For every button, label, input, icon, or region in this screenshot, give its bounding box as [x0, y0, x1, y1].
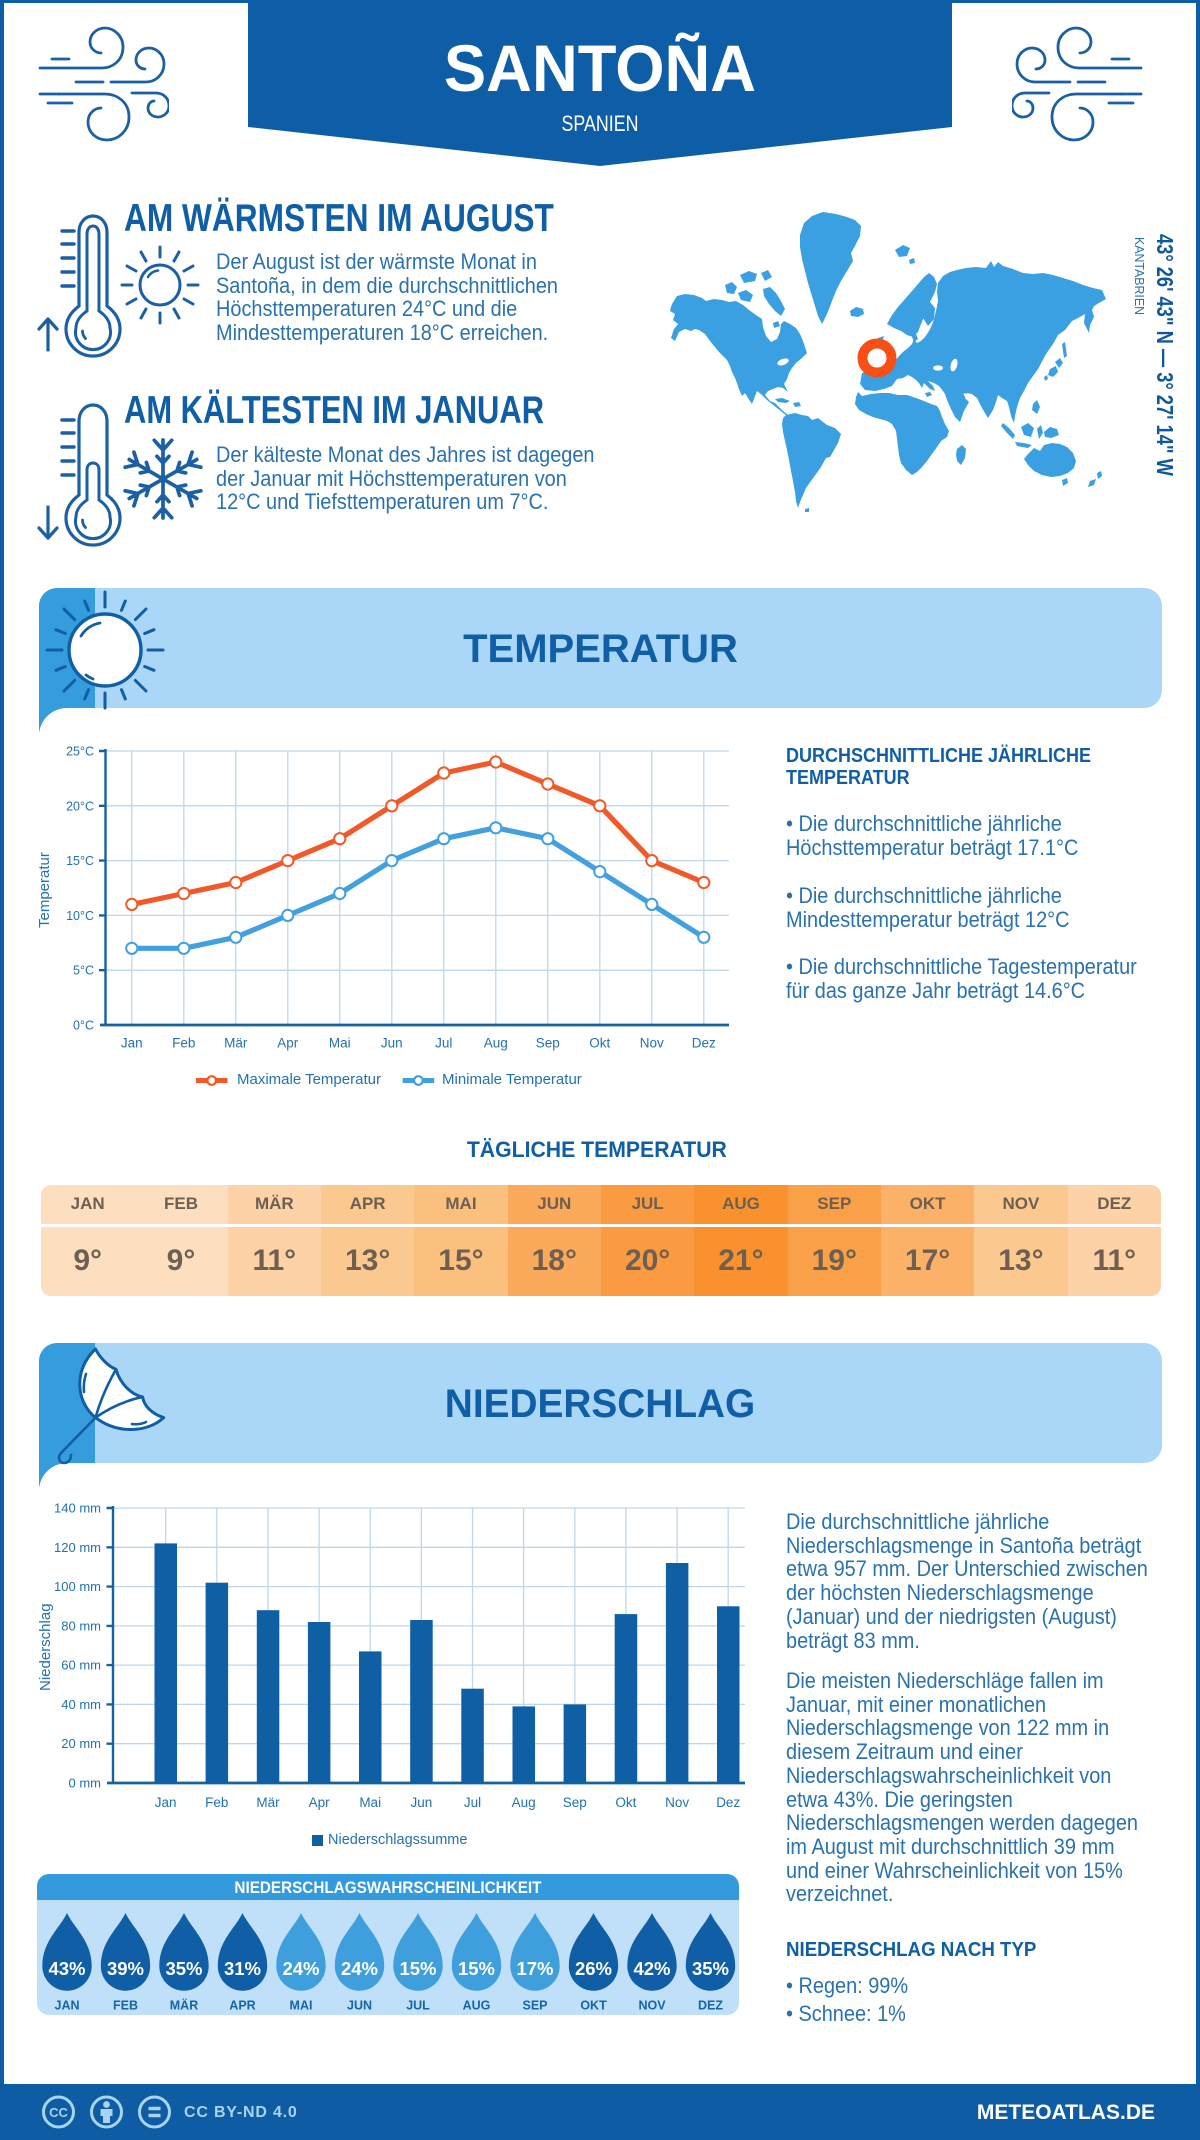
svg-text:FEB: FEB: [113, 1999, 138, 2013]
svg-text:24%: 24%: [282, 1958, 319, 1979]
svg-text:43%: 43%: [48, 1958, 85, 1979]
svg-text:Apr: Apr: [277, 1036, 299, 1051]
svg-text:MAI: MAI: [290, 1999, 313, 2013]
svg-text:Dez: Dez: [716, 1795, 740, 1810]
svg-text:AUG: AUG: [463, 1999, 491, 2013]
svg-text:Feb: Feb: [172, 1036, 195, 1051]
svg-text:JUN: JUN: [347, 1999, 372, 2013]
svg-text:15%: 15%: [458, 1958, 495, 1979]
svg-text:35%: 35%: [692, 1958, 729, 1979]
svg-text:20 mm: 20 mm: [61, 1736, 101, 1751]
svg-text:39%: 39%: [107, 1958, 144, 1979]
svg-text:JAN: JAN: [54, 1999, 79, 2013]
svg-text:Apr: Apr: [309, 1795, 331, 1810]
svg-text:17%: 17%: [516, 1958, 553, 1979]
svg-text:80 mm: 80 mm: [61, 1618, 101, 1633]
svg-text:20°C: 20°C: [66, 799, 94, 813]
svg-text:35%: 35%: [165, 1958, 202, 1979]
svg-text:Jun: Jun: [411, 1795, 433, 1810]
svg-text:24%: 24%: [341, 1958, 378, 1979]
svg-text:MÄR: MÄR: [170, 1998, 198, 2013]
svg-text:Dez: Dez: [692, 1036, 716, 1051]
svg-text:25°C: 25°C: [66, 745, 94, 759]
svg-text:0 mm: 0 mm: [69, 1776, 102, 1791]
svg-text:Jul: Jul: [435, 1036, 452, 1051]
svg-text:60 mm: 60 mm: [61, 1658, 101, 1673]
svg-text:Jan: Jan: [121, 1036, 143, 1051]
svg-text:Sep: Sep: [563, 1795, 587, 1810]
svg-text:140 mm: 140 mm: [54, 1501, 101, 1516]
svg-text:40 mm: 40 mm: [61, 1697, 101, 1712]
svg-text:120 mm: 120 mm: [54, 1540, 101, 1555]
svg-text:Nov: Nov: [640, 1036, 664, 1051]
svg-text:42%: 42%: [633, 1958, 670, 1979]
svg-text:31%: 31%: [224, 1958, 261, 1979]
svg-text:15%: 15%: [399, 1958, 436, 1979]
svg-text:Aug: Aug: [512, 1795, 536, 1810]
svg-text:5°C: 5°C: [73, 964, 94, 978]
svg-text:DEZ: DEZ: [698, 1999, 723, 2013]
svg-text:APR: APR: [229, 1999, 255, 2013]
svg-text:Okt: Okt: [615, 1795, 636, 1810]
svg-text:26%: 26%: [575, 1958, 612, 1979]
svg-text:Sep: Sep: [536, 1036, 560, 1051]
svg-text:Jul: Jul: [464, 1795, 481, 1810]
svg-text:Feb: Feb: [205, 1795, 228, 1810]
svg-text:Mär: Mär: [256, 1795, 280, 1810]
svg-text:Mai: Mai: [329, 1036, 351, 1051]
svg-text:100 mm: 100 mm: [54, 1579, 101, 1594]
svg-text:Aug: Aug: [484, 1036, 508, 1051]
svg-text:SEP: SEP: [522, 1999, 547, 2013]
svg-text:Jun: Jun: [381, 1036, 403, 1051]
svg-text:Jan: Jan: [155, 1795, 177, 1810]
svg-text:NOV: NOV: [638, 1999, 666, 2013]
svg-text:10°C: 10°C: [66, 909, 94, 923]
svg-text:15°C: 15°C: [66, 854, 94, 868]
svg-text:CC: CC: [49, 2105, 68, 2120]
svg-text:Okt: Okt: [589, 1036, 610, 1051]
svg-text:OKT: OKT: [580, 1999, 607, 2013]
svg-text:Mär: Mär: [224, 1036, 248, 1051]
svg-text:Nov: Nov: [665, 1795, 689, 1810]
svg-text:Mai: Mai: [359, 1795, 381, 1810]
svg-text:JUL: JUL: [406, 1999, 430, 2013]
svg-text:0°C: 0°C: [73, 1019, 94, 1033]
